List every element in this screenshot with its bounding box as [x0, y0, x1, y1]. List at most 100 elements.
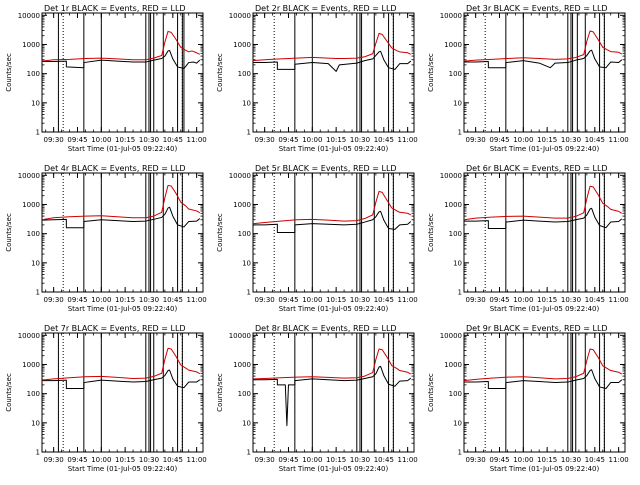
x-tick-label: 10:45 [163, 136, 183, 144]
y-tick-label: 1000 [22, 41, 40, 49]
x-tick-label: 09:45 [489, 456, 509, 464]
y-tick-label: 100 [27, 230, 40, 238]
y-axis-label: Counts/sec [5, 373, 13, 412]
x-tick-label: 10:00 [302, 456, 322, 464]
x-tick-label: 10:30 [561, 296, 581, 304]
plot-frame [463, 12, 626, 133]
x-tick-label: 09:45 [67, 136, 87, 144]
data-area [42, 333, 201, 452]
plot-frame [41, 332, 204, 453]
panel-title: Det 6r BLACK = Events, RED = LLD [466, 164, 608, 173]
panel-title: Det 2r BLACK = Events, RED = LLD [255, 4, 397, 13]
x-tick-label: 10:30 [350, 456, 370, 464]
events-series-line [464, 369, 623, 390]
x-tick-label: 10:15 [537, 456, 557, 464]
x-tick-label: 10:15 [537, 296, 557, 304]
x-tick-label: 10:45 [374, 456, 394, 464]
y-tick-label: 100 [238, 390, 251, 398]
y-tick-label: 10 [242, 259, 251, 267]
y-tick-label: 1 [247, 129, 251, 137]
y-tick-label: 100 [449, 70, 462, 78]
x-tick-label: 11:00 [609, 296, 629, 304]
lld-series-line [42, 30, 201, 62]
x-tick-label: 09:45 [489, 296, 509, 304]
panel-title: Det 4r BLACK = Events, RED = LLD [44, 164, 186, 173]
x-tick-label: 10:00 [513, 296, 533, 304]
x-tick-label: 09:30 [44, 456, 64, 464]
detector-panel: Det 3r BLACK = Events, RED = LLD Counts/s… [427, 4, 629, 153]
x-tick-label: 10:00 [91, 456, 111, 464]
y-tick-label: 10000 [440, 332, 462, 340]
data-area [464, 13, 623, 132]
x-tick-label: 10:15 [326, 456, 346, 464]
x-tick-label: 09:30 [466, 136, 486, 144]
x-tick-label: 09:45 [278, 296, 298, 304]
events-series-line [42, 206, 201, 229]
y-tick-label: 10000 [18, 332, 40, 340]
y-axis-label: Counts/sec [427, 213, 435, 252]
y-tick-label: 10000 [229, 172, 251, 180]
x-tick-label: 10:15 [115, 296, 135, 304]
x-tick-label: 11:00 [609, 136, 629, 144]
y-axis-label: Counts/sec [427, 53, 435, 92]
y-tick-label: 10000 [229, 332, 251, 340]
lld-series-line [253, 32, 412, 62]
lld-series-line [464, 30, 623, 62]
y-tick-label: 10 [242, 419, 251, 427]
data-area [253, 13, 412, 132]
x-tick-label: 11:00 [398, 456, 418, 464]
y-tick-label: 1000 [22, 361, 40, 369]
y-tick-label: 10 [31, 259, 40, 267]
x-tick-label: 10:30 [561, 136, 581, 144]
x-tick-label: 11:00 [398, 136, 418, 144]
panel-title: Det 3r BLACK = Events, RED = LLD [466, 4, 608, 13]
x-tick-label: 10:45 [585, 456, 605, 464]
x-tick-label: 11:00 [187, 456, 207, 464]
y-tick-label: 10 [242, 99, 251, 107]
x-tick-label: 10:00 [91, 136, 111, 144]
panel-title: Det 9r BLACK = Events, RED = LLD [466, 324, 608, 333]
x-tick-label: 10:30 [139, 456, 159, 464]
plot-frame [41, 172, 204, 293]
x-tick-label: 09:30 [44, 296, 64, 304]
x-tick-label: 10:15 [115, 456, 135, 464]
x-tick-label: 11:00 [609, 456, 629, 464]
x-tick-label: 10:45 [585, 136, 605, 144]
x-tick-label: 10:15 [326, 296, 346, 304]
y-axis-label: Counts/sec [216, 53, 224, 92]
x-tick-label: 09:45 [67, 456, 87, 464]
x-tick-label: 10:30 [139, 136, 159, 144]
plot-frame [41, 12, 204, 133]
y-tick-label: 1 [36, 129, 40, 137]
events-series-line [42, 50, 201, 70]
y-tick-label: 10000 [18, 172, 40, 180]
y-tick-label: 1000 [444, 361, 462, 369]
x-tick-label: 10:45 [163, 456, 183, 464]
y-tick-label: 100 [238, 70, 251, 78]
y-tick-label: 1000 [444, 41, 462, 49]
x-axis-label: Start Time (01-Jul-05 09:22:40) [279, 465, 389, 473]
panel-title: Det 5r BLACK = Events, RED = LLD [255, 164, 397, 173]
x-tick-label: 10:00 [302, 136, 322, 144]
x-tick-label: 10:30 [139, 296, 159, 304]
x-tick-label: 10:15 [537, 136, 557, 144]
data-area [464, 333, 623, 452]
x-tick-label: 11:00 [187, 136, 207, 144]
plot-frame [252, 12, 415, 133]
x-axis-label: Start Time (01-Jul-05 09:22:40) [68, 465, 178, 473]
lld-series-line [253, 190, 412, 225]
x-tick-label: 09:30 [466, 296, 486, 304]
x-tick-label: 10:30 [350, 296, 370, 304]
events-series-line [464, 49, 623, 69]
x-tick-label: 10:00 [302, 296, 322, 304]
x-tick-label: 10:00 [513, 456, 533, 464]
plot-frame [463, 172, 626, 293]
panel-title: Det 8r BLACK = Events, RED = LLD [255, 324, 397, 333]
x-tick-label: 11:00 [187, 296, 207, 304]
detector-panel: Det 8r BLACK = Events, RED = LLD Counts/s… [216, 324, 418, 473]
x-axis-label: Start Time (01-Jul-05 09:22:40) [490, 305, 600, 313]
y-tick-label: 10 [31, 419, 40, 427]
lld-series-line [42, 184, 201, 221]
